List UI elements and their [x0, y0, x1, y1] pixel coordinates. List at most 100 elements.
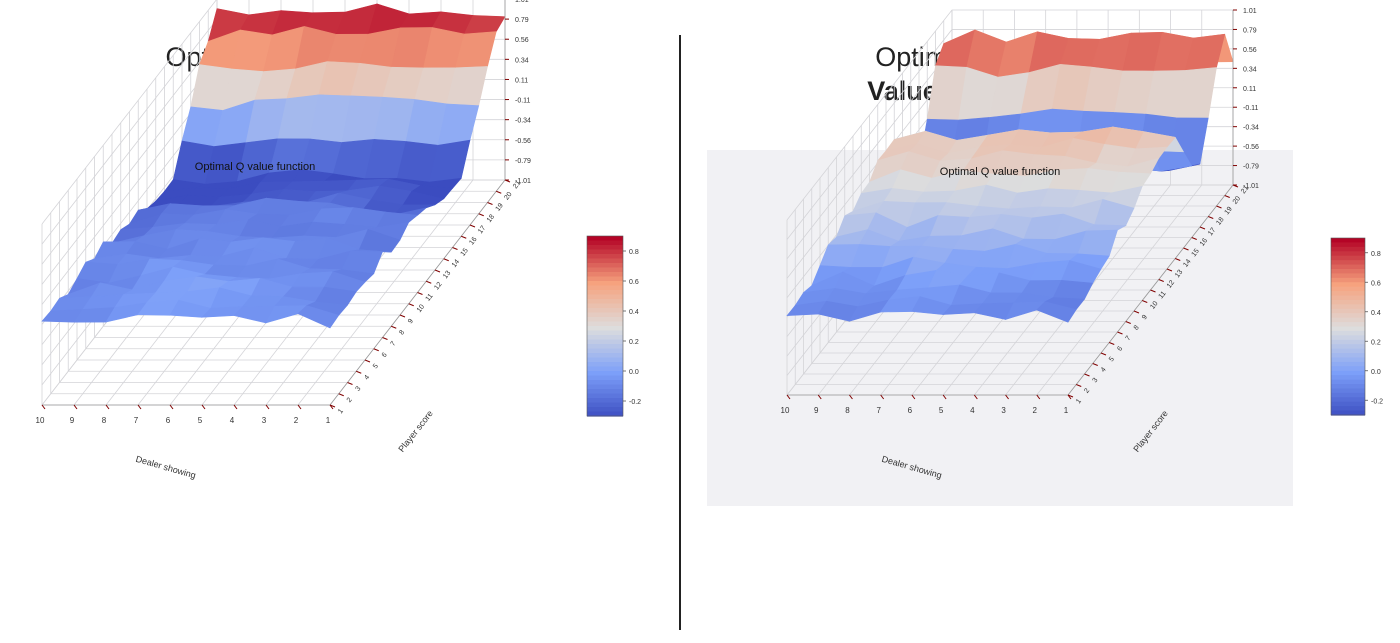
y-tick-label: 19	[495, 202, 505, 213]
gridline-y	[803, 199, 1085, 375]
y-tick-label: 9	[407, 318, 415, 325]
colorbar-segment	[587, 326, 623, 332]
y-tick-label: 21	[512, 180, 522, 191]
colorbar-segment	[587, 267, 623, 273]
colorbar-segment	[1331, 388, 1365, 394]
y-tick-label: 1	[1075, 398, 1083, 405]
colorbar: -0.2 0.0 0.2 0.4 0.6 0.8	[1330, 237, 1383, 416]
x-tick	[1005, 394, 1009, 400]
colorbar-segment	[587, 330, 623, 336]
y-tick-label: 21	[1240, 185, 1250, 196]
x-tick	[73, 404, 78, 410]
x-tick	[849, 394, 853, 400]
colorbar-segment	[1331, 313, 1365, 319]
colorbar-segment	[587, 240, 623, 246]
colorbar-tick-label: 0.8	[629, 249, 639, 256]
colorbar-segment	[587, 393, 623, 399]
colorbar-segment	[1331, 291, 1365, 297]
y-tick	[408, 303, 414, 307]
chart-right: 1234567891012345678910111213141516171819…	[781, 8, 1384, 480]
y-tick	[426, 280, 432, 284]
y-tick	[1142, 300, 1148, 303]
colorbar-segment	[587, 272, 623, 278]
z-tick-label: 1.01	[1243, 8, 1257, 15]
colorbar-segment	[587, 353, 623, 359]
z-tick-label: -0.56	[1243, 144, 1259, 151]
y-tick-label: 16	[1199, 237, 1209, 248]
y-tick	[1117, 331, 1123, 335]
y-tick-label: 1	[337, 408, 345, 415]
y-tick-label: 10	[416, 303, 426, 314]
colorbar-segment	[1331, 353, 1365, 359]
x-tick-label: 10	[781, 406, 790, 415]
colorbar-segment	[587, 321, 623, 327]
y-tick	[1100, 352, 1107, 356]
colorbar-tick-label: 0.2	[1371, 339, 1381, 346]
colorbar-segment	[587, 362, 623, 368]
left-panel: Optimal Q value with Monte-Carlo 1234567…	[0, 0, 680, 643]
y-tick	[461, 235, 467, 239]
colorbar-segment	[1331, 308, 1365, 314]
y-tick	[1125, 321, 1131, 324]
y-tick-label: 20	[1232, 195, 1242, 206]
gridline-z	[41, 0, 217, 225]
y-tick-label: 2	[346, 397, 354, 404]
colorbar-segment	[1331, 401, 1365, 407]
y-tick	[356, 370, 362, 374]
x-tick	[41, 404, 46, 410]
colorbar-segment	[1331, 344, 1365, 350]
y-tick	[496, 190, 502, 194]
axes: 1234567891012345678910111213141516171819…	[36, 0, 531, 425]
y-tick-label: 12	[433, 281, 443, 292]
x-tick-label: 8	[845, 406, 850, 415]
colorbar-segment	[587, 384, 623, 390]
y-tick-label: 3	[355, 385, 363, 392]
y-tick-label: 8	[1133, 324, 1141, 331]
colorbar-segment	[1331, 286, 1365, 292]
surface-patch	[1036, 301, 1077, 323]
colorbar-segment	[587, 407, 623, 413]
x-tick	[265, 404, 270, 410]
y-tick	[487, 202, 493, 205]
y-tick	[399, 314, 406, 318]
colorbar-segment	[1331, 397, 1365, 403]
colorbar-segment	[1331, 339, 1365, 345]
colorbar-segment	[1331, 326, 1365, 332]
z-tick-label: 0.79	[1243, 27, 1257, 34]
colorbar-tick-label: -0.2	[629, 399, 641, 406]
x-tick	[786, 394, 791, 400]
colorbar-segment	[587, 299, 623, 305]
colorbar-segment	[1331, 264, 1365, 270]
x-tick	[201, 404, 206, 410]
colorbar-segment	[1331, 384, 1365, 390]
colorbar-segment	[587, 344, 623, 350]
y-tick	[391, 325, 397, 329]
colorbar-segment	[587, 245, 623, 251]
surface	[786, 29, 1234, 323]
colorbar-segment	[587, 335, 623, 341]
y-tick-label: 14	[1182, 258, 1192, 269]
x-tick-label: 5	[198, 416, 203, 425]
y-tick	[417, 292, 423, 295]
y-tick-label: 15	[460, 247, 470, 258]
y-tick-label: 11	[1158, 290, 1168, 300]
colorbar-segment	[1331, 335, 1365, 341]
colorbar-segment	[1331, 322, 1365, 328]
y-tick-label: 13	[442, 270, 452, 281]
y-tick	[1067, 394, 1074, 398]
colorbar-segment	[1331, 295, 1365, 301]
colorbar-segment	[587, 294, 623, 300]
y-tick	[338, 393, 344, 397]
y-tick-label: 20	[503, 191, 513, 202]
gridline-y	[811, 188, 1093, 364]
colorbar-segment	[1331, 260, 1365, 266]
y-tick	[1084, 373, 1090, 377]
y-tick-label: 10	[1149, 300, 1159, 311]
y-tick-label: 11	[425, 293, 435, 303]
colorbar-tick-label: 0.4	[1371, 310, 1381, 317]
colorbar-segment	[587, 339, 623, 345]
x-tick	[233, 404, 238, 410]
colorbar-segment	[587, 380, 623, 386]
y-tick-label: 14	[451, 258, 461, 269]
z-tick-label: 0.56	[1243, 47, 1257, 54]
